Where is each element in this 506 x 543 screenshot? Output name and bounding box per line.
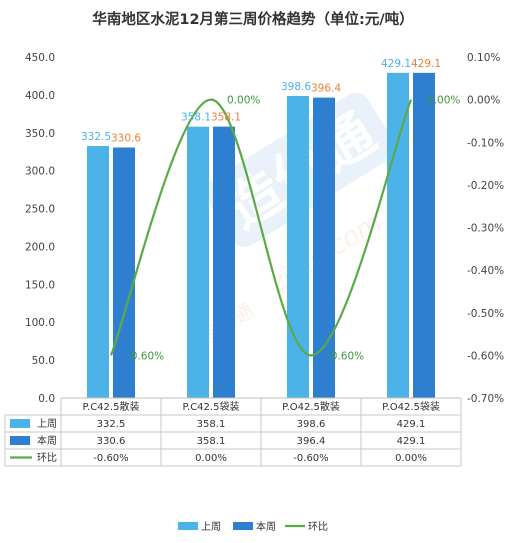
ratio-value-label: -0.60%: [327, 350, 364, 362]
right-axis: -0.70% -0.60% -0.50% -0.40% -0.30% -0.20% -0.1…: [467, 52, 504, 405]
bar-last-week: [187, 126, 209, 399]
y-tick-label: 350.0: [25, 128, 55, 140]
table-legend-key: [10, 419, 30, 428]
y-tick-label: 50.0: [32, 355, 55, 367]
bar-last-week: [87, 146, 109, 398]
table-cell: 0.00%: [195, 453, 227, 464]
y2-tick-label: -0.10%: [467, 137, 504, 149]
y2-tick-label: 0.00%: [467, 95, 500, 107]
y2-tick-label: -0.70%: [467, 393, 504, 405]
table-cell: 358.1: [197, 436, 226, 447]
bars: [61, 72, 461, 399]
bar-this-week: [213, 126, 235, 399]
bar-value-label: 330.6: [111, 132, 141, 144]
bar-last-week: [287, 95, 309, 399]
table-cell: -0.60%: [93, 453, 128, 464]
y-tick-label: 400.0: [25, 90, 55, 102]
bar-value-label: 358.1: [211, 112, 241, 124]
y2-tick-label: -0.60%: [467, 350, 504, 362]
category-label: P.C42.5散装: [83, 400, 140, 413]
y-tick-label: 300.0: [25, 166, 55, 178]
bar-value-label: 358.1: [181, 112, 211, 124]
table-cell: -0.60%: [293, 453, 328, 464]
bar-value-label: 429.1: [411, 58, 441, 70]
bar-this-week: [413, 72, 435, 398]
legend-key: [178, 522, 198, 530]
y2-tick-label: 0.10%: [467, 52, 500, 64]
ratio-value-label: 0.00%: [427, 95, 460, 107]
bar-value-label: 396.4: [311, 83, 341, 95]
legend-label: 上周: [201, 521, 221, 533]
y-tick-label: 0.0: [38, 393, 55, 405]
bar-value-label: 332.5: [81, 131, 111, 143]
table-cell: 332.5: [97, 419, 126, 430]
table-legend-key: [10, 436, 30, 445]
y2-tick-label: -0.40%: [467, 265, 504, 277]
chart-title: 华南地区水泥12月第三周价格趋势（单位:元/吨）: [92, 10, 413, 28]
y-tick-label: 100.0: [25, 317, 55, 329]
ratio-line: [109, 98, 413, 357]
ratio-value-label: -0.60%: [127, 350, 164, 362]
bar-value-label: 398.6: [281, 81, 311, 93]
legend-key: [233, 522, 253, 530]
y-tick-label: 150.0: [25, 279, 55, 291]
left-axis: 0.0 50.0 100.0 150.0 200.0 250.0 300.0 350.0 400…: [25, 52, 55, 405]
table-cell: 429.1: [397, 419, 426, 430]
y-tick-label: 200.0: [25, 241, 55, 253]
table-cell: 330.6: [97, 436, 126, 447]
table-row-name: 上周: [37, 418, 57, 430]
category-label: P.C42.5袋装: [183, 400, 240, 413]
y-tick-label: 450.0: [25, 52, 55, 64]
category-label: P.O42.5袋装: [382, 400, 440, 413]
table-row-name: 环比: [37, 452, 57, 464]
table-cell: 0.00%: [395, 453, 427, 464]
ratio-value-label: 0.00%: [227, 95, 260, 107]
y2-tick-label: -0.20%: [467, 180, 504, 192]
y2-tick-label: -0.50%: [467, 308, 504, 320]
table-cell: 358.1: [197, 419, 226, 430]
legend: 上周 本周 环比: [178, 520, 328, 533]
legend-label: 本周: [256, 520, 276, 533]
table-cell: 396.4: [297, 436, 326, 447]
y2-tick-label: -0.30%: [467, 223, 504, 235]
table-cell: 398.6: [297, 419, 326, 430]
ratio-line-path: [109, 98, 413, 357]
bar-last-week: [387, 72, 409, 398]
data-labels: 332.5 358.1 398.6 429.1 330.6 358.1 396.4 429.1…: [81, 58, 460, 363]
y-tick-label: 250.0: [25, 204, 55, 216]
bar-this-week: [313, 97, 335, 399]
table-cell: 429.1: [397, 436, 426, 447]
legend-label: 环比: [308, 521, 328, 533]
bar-value-label: 429.1: [381, 58, 411, 70]
table-row-name: 本周: [37, 434, 57, 447]
category-label: P.O42.5散装: [282, 400, 340, 413]
